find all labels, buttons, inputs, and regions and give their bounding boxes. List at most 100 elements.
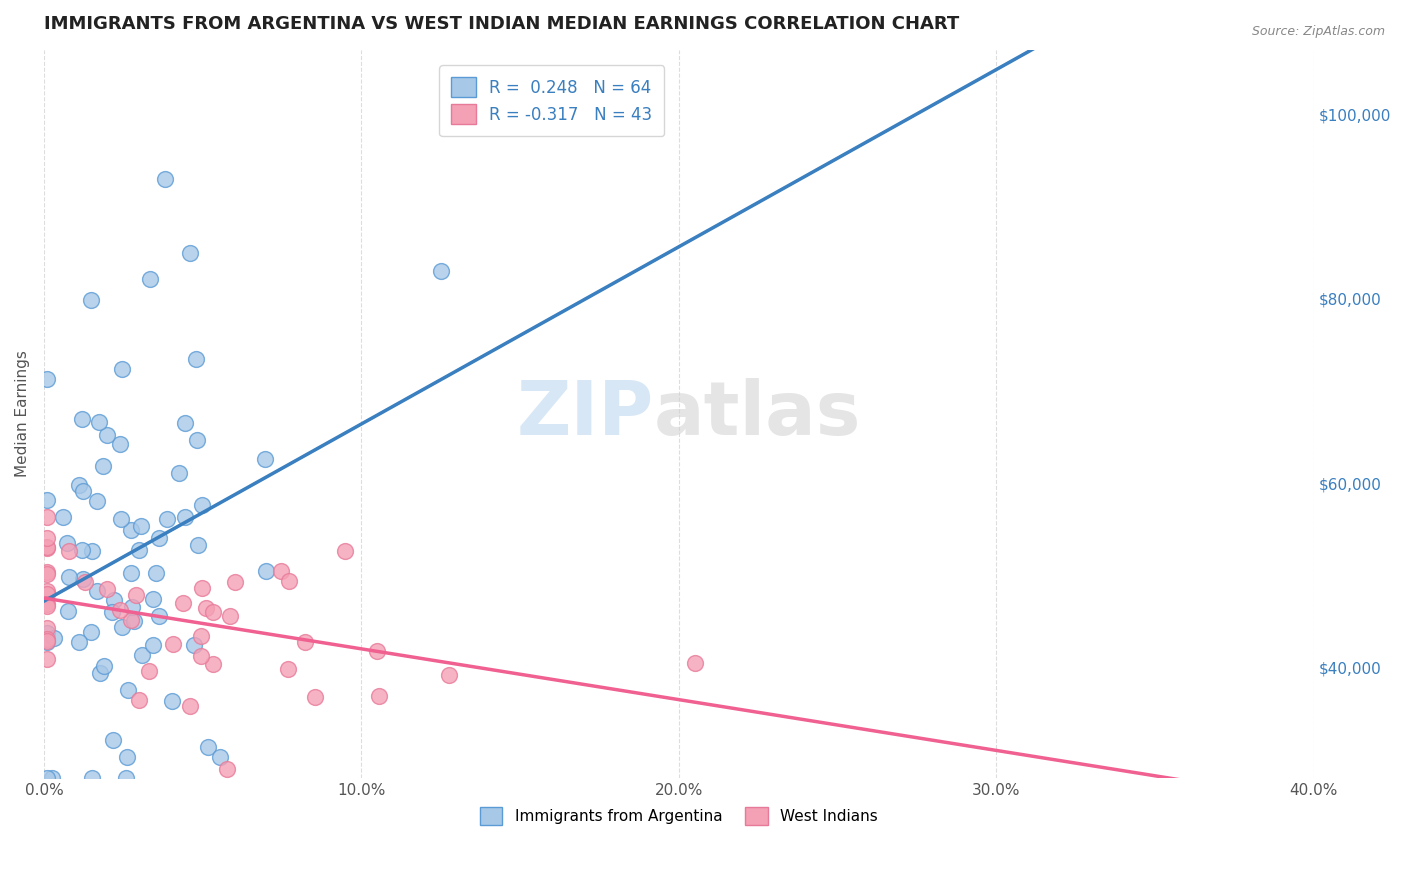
- Point: [125, 588, 148, 602]
- Point: [304, 690, 326, 704]
- Point: [215, 762, 238, 776]
- Point: [110, 511, 132, 525]
- Point: [67, 478, 90, 492]
- Point: [35, 540, 58, 554]
- Point: [70, 543, 93, 558]
- Point: [35, 565, 58, 579]
- Point: [72, 572, 94, 586]
- Point: [120, 614, 142, 628]
- Point: [82, 771, 104, 785]
- Point: [179, 246, 201, 260]
- Point: [138, 664, 160, 678]
- Point: [683, 656, 706, 670]
- Point: [35, 372, 58, 386]
- Point: [439, 668, 461, 682]
- Y-axis label: Median Earnings: Median Earnings: [15, 351, 30, 477]
- Point: [42, 631, 65, 645]
- Point: [69, 635, 91, 649]
- Point: [73, 574, 96, 589]
- Text: IMMIGRANTS FROM ARGENTINA VS WEST INDIAN MEDIAN EARNINGS CORRELATION CHART: IMMIGRANTS FROM ARGENTINA VS WEST INDIAN…: [44, 15, 959, 33]
- Point: [110, 602, 132, 616]
- Point: [35, 652, 58, 666]
- Point: [277, 662, 299, 676]
- Point: [186, 434, 208, 448]
- Point: [179, 698, 201, 713]
- Point: [72, 484, 94, 499]
- Point: [56, 604, 79, 618]
- Point: [131, 648, 153, 662]
- Point: [96, 582, 118, 597]
- Point: [278, 574, 301, 588]
- Point: [103, 593, 125, 607]
- Point: [202, 605, 225, 619]
- Point: [87, 415, 110, 429]
- Point: [35, 492, 58, 507]
- Point: [160, 694, 183, 708]
- Point: [190, 648, 212, 663]
- Point: [335, 544, 357, 558]
- Text: ZIP: ZIP: [516, 377, 654, 450]
- Point: [270, 564, 292, 578]
- Point: [80, 293, 103, 307]
- Point: [190, 629, 212, 643]
- Point: [153, 172, 176, 186]
- Point: [93, 658, 115, 673]
- Point: [35, 509, 58, 524]
- Point: [80, 625, 103, 640]
- Text: atlas: atlas: [654, 377, 860, 450]
- Point: [103, 733, 125, 747]
- Point: [35, 531, 58, 545]
- Point: [35, 621, 58, 635]
- Point: [101, 606, 124, 620]
- Point: [122, 614, 145, 628]
- Point: [117, 682, 139, 697]
- Point: [121, 600, 143, 615]
- Point: [86, 493, 108, 508]
- Point: [167, 466, 190, 480]
- Point: [96, 428, 118, 442]
- Point: [202, 657, 225, 671]
- Point: [254, 451, 277, 466]
- Point: [174, 416, 197, 430]
- Point: [35, 566, 58, 581]
- Point: [183, 638, 205, 652]
- Point: [186, 351, 208, 366]
- Point: [368, 689, 391, 703]
- Legend: Immigrants from Argentina, West Indians: Immigrants from Argentina, West Indians: [468, 797, 889, 836]
- Point: [56, 535, 79, 549]
- Point: [108, 437, 131, 451]
- Point: [172, 596, 194, 610]
- Point: [35, 634, 58, 648]
- Point: [58, 570, 80, 584]
- Point: [86, 583, 108, 598]
- Point: [41, 771, 63, 785]
- Point: [142, 638, 165, 652]
- Text: Source: ZipAtlas.com: Source: ZipAtlas.com: [1251, 25, 1385, 38]
- Point: [138, 272, 160, 286]
- Point: [148, 608, 170, 623]
- Point: [89, 666, 111, 681]
- Point: [224, 574, 246, 589]
- Point: [120, 524, 142, 538]
- Point: [35, 586, 58, 600]
- Point: [115, 771, 138, 785]
- Point: [115, 750, 138, 764]
- Point: [145, 566, 167, 580]
- Point: [294, 635, 316, 649]
- Point: [208, 750, 231, 764]
- Point: [142, 592, 165, 607]
- Point: [162, 637, 184, 651]
- Point: [191, 582, 214, 596]
- Point: [35, 635, 58, 649]
- Point: [174, 509, 197, 524]
- Point: [35, 632, 58, 646]
- Point: [148, 531, 170, 545]
- Point: [128, 542, 150, 557]
- Point: [35, 626, 58, 640]
- Point: [111, 620, 134, 634]
- Point: [35, 599, 58, 613]
- Point: [197, 739, 219, 754]
- Point: [129, 519, 152, 533]
- Point: [187, 538, 209, 552]
- Point: [111, 361, 134, 376]
